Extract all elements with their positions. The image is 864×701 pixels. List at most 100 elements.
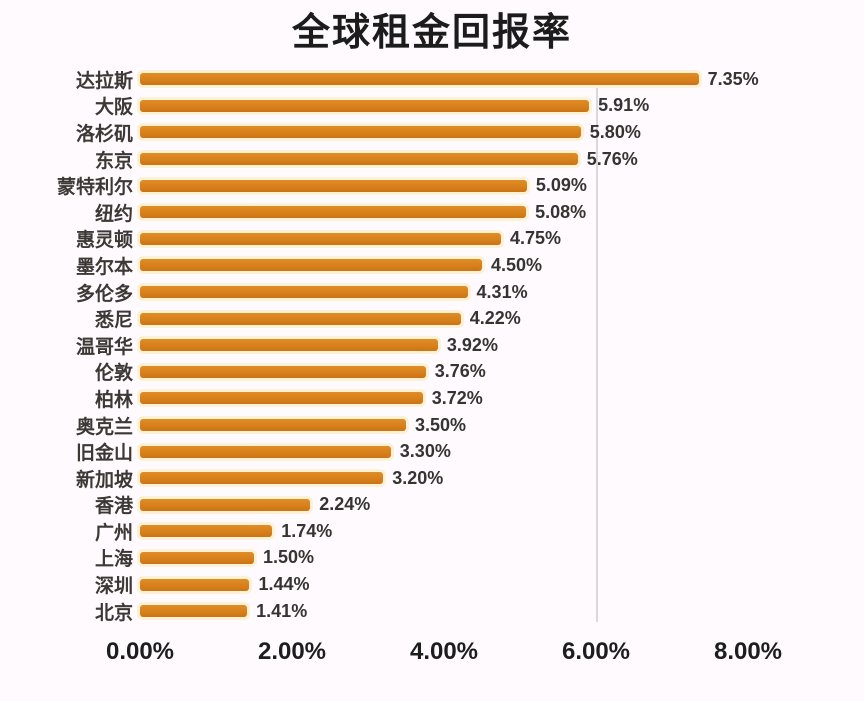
bar-row: 墨尔本 4.50%	[0, 252, 864, 279]
bar	[140, 392, 423, 405]
bar	[140, 179, 527, 192]
bar	[140, 312, 461, 325]
bar-row: 惠灵顿 4.75%	[0, 226, 864, 253]
bar-track: 4.50%	[140, 255, 748, 276]
bar-row: 纽约 5.08%	[0, 199, 864, 226]
bar-row: 东京 5.76%	[0, 146, 864, 173]
value-label: 5.91%	[598, 95, 650, 116]
bar-track: 5.09%	[140, 175, 748, 196]
bar	[140, 605, 248, 618]
category-label: 惠灵顿	[75, 230, 133, 252]
gridline-6-percent	[596, 88, 598, 622]
bar-row: 北京 1.41%	[0, 598, 864, 625]
bar-row: 奥克兰 3.50%	[0, 412, 864, 439]
category-label: 多伦多	[75, 283, 133, 305]
value-label: 1.44%	[258, 574, 310, 595]
value-label: 5.08%	[535, 201, 587, 222]
bar-track: 5.91%	[140, 95, 748, 116]
value-label: 2.24%	[319, 494, 371, 515]
bar-track: 5.08%	[140, 202, 748, 223]
bar-rows: 达拉斯 7.35% 大阪 5.91% 洛杉矶 5.80% 东京 5.76% 蒙特利尔 5.09% 纽…	[0, 66, 864, 624]
bar-row: 多伦多 4.31%	[0, 279, 864, 306]
value-label: 5.80%	[589, 121, 641, 142]
chart-title: 全球租金回报率	[291, 12, 572, 54]
bar-track: 3.92%	[140, 335, 748, 356]
value-label: 5.76%	[586, 148, 638, 169]
value-label: 3.30%	[399, 441, 451, 462]
value-label: 4.31%	[476, 281, 528, 302]
category-label: 蒙特利尔	[56, 177, 133, 199]
value-label: 4.50%	[491, 254, 543, 275]
category-label: 洛杉矶	[75, 123, 133, 145]
x-axis-tick: 4.00%	[409, 638, 479, 666]
category-label: 大阪	[94, 97, 133, 119]
bar	[140, 419, 406, 432]
x-axis-tick: 8.00%	[713, 638, 783, 666]
bar-row: 广州 1.74%	[0, 518, 864, 545]
bar	[140, 73, 699, 86]
bar-track: 1.74%	[140, 521, 748, 542]
bar	[140, 153, 578, 166]
bar	[140, 551, 254, 564]
bar	[140, 498, 311, 511]
bar	[140, 578, 250, 591]
bar-track: 5.80%	[140, 122, 748, 143]
bar-row: 新加坡 3.20%	[0, 465, 864, 492]
bar-row: 达拉斯 7.35%	[0, 66, 864, 93]
bar-track: 7.35%	[140, 69, 759, 90]
category-label: 深圳	[94, 576, 133, 598]
bar-row: 悉尼 4.22%	[0, 305, 864, 332]
x-axis: 0.00% 2.00% 4.00% 6.00% 8.00%	[106, 638, 782, 678]
value-label: 1.50%	[263, 547, 315, 568]
bar-row: 大阪 5.91%	[0, 93, 864, 120]
value-label: 5.09%	[535, 175, 587, 196]
category-label: 东京	[94, 150, 133, 172]
bar	[140, 126, 581, 139]
x-axis-tick: 6.00%	[561, 638, 631, 666]
bar-row: 洛杉矶 5.80%	[0, 119, 864, 146]
value-label: 3.50%	[415, 414, 467, 435]
bar	[140, 99, 590, 112]
bar	[140, 472, 384, 485]
bar-track: 4.75%	[140, 228, 748, 249]
bar	[140, 365, 426, 378]
chart-container: 全球租金回报率 达拉斯 7.35% 大阪 5.91% 洛杉矶 5.80% 东京 5.76% 蒙特…	[0, 10, 864, 701]
category-label: 伦敦	[94, 363, 133, 385]
value-label: 3.92%	[446, 334, 498, 355]
value-label: 3.20%	[392, 467, 444, 488]
category-label: 悉尼	[94, 310, 133, 332]
bar	[140, 339, 438, 352]
bar-track: 3.20%	[140, 468, 748, 489]
value-label: 3.76%	[434, 361, 486, 382]
bar	[140, 232, 501, 245]
category-label: 纽约	[94, 203, 133, 225]
bar-row: 香港 2.24%	[0, 492, 864, 519]
plot-area: 达拉斯 7.35% 大阪 5.91% 洛杉矶 5.80% 东京 5.76% 蒙特利尔 5.09% 纽…	[0, 66, 864, 678]
bar-row: 温哥华 3.92%	[0, 332, 864, 359]
x-axis-tick: 2.00%	[257, 638, 327, 666]
bar-track: 1.44%	[140, 574, 748, 595]
category-label: 温哥华	[75, 336, 133, 358]
bar-row: 蒙特利尔 5.09%	[0, 172, 864, 199]
value-label: 1.74%	[281, 520, 333, 541]
bar	[140, 259, 482, 272]
bar	[140, 525, 273, 538]
value-label: 7.35%	[707, 68, 759, 89]
bar-track: 3.72%	[140, 388, 748, 409]
bar-row: 深圳 1.44%	[0, 571, 864, 598]
bar-track: 3.76%	[140, 361, 748, 382]
bar-row: 旧金山 3.30%	[0, 438, 864, 465]
category-label: 达拉斯	[75, 70, 133, 92]
category-label: 旧金山	[75, 443, 133, 465]
bar	[140, 286, 468, 299]
bar-track: 5.76%	[140, 149, 748, 170]
category-label: 新加坡	[75, 469, 133, 491]
value-label: 4.22%	[469, 308, 521, 329]
bar-track: 4.22%	[140, 308, 748, 329]
category-label: 奥克兰	[75, 416, 133, 438]
value-label: 1.41%	[256, 600, 308, 621]
bar	[140, 445, 391, 458]
bar-track: 3.30%	[140, 441, 748, 462]
x-axis-tick: 0.00%	[105, 638, 175, 666]
bar-track: 2.24%	[140, 494, 748, 515]
